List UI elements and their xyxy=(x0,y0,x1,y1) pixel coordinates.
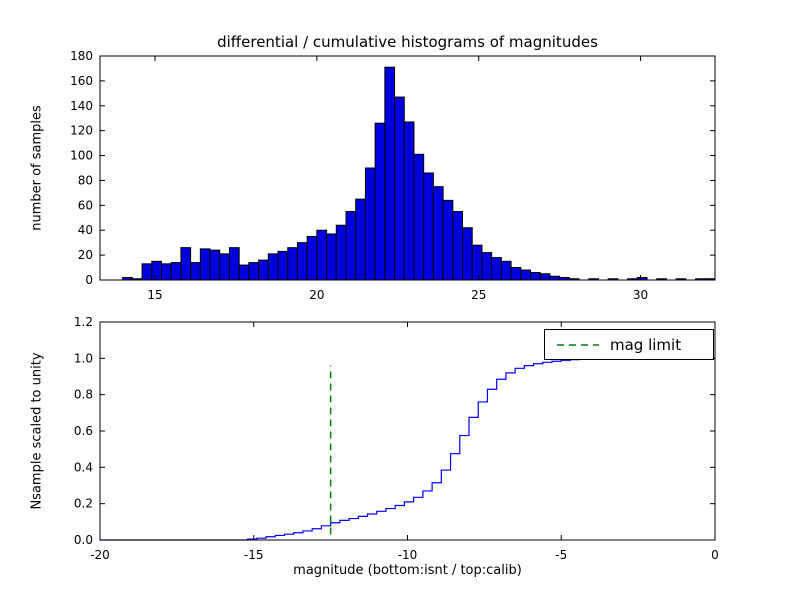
histogram-bar xyxy=(199,248,211,281)
y-tick-label: 1.2 xyxy=(74,315,93,329)
histogram-bar xyxy=(180,247,192,281)
histogram-bar xyxy=(335,224,347,281)
histogram-bar xyxy=(413,153,425,281)
y-tick-label: 0.0 xyxy=(74,533,93,547)
axes-frame xyxy=(99,55,716,281)
histogram-bar xyxy=(161,263,172,281)
y-tick-label: 60 xyxy=(78,198,93,212)
figure-title: differential / cumulative histograms of … xyxy=(217,33,598,51)
histogram-bar xyxy=(530,272,541,281)
y-tick-label: 0.2 xyxy=(74,497,93,511)
histogram-bar xyxy=(510,267,522,281)
histogram-bar xyxy=(219,253,230,281)
x-axis-label: magnitude (bottom:isnt / top:calib) xyxy=(293,563,522,578)
cumulative-histogram: -20 -15 -10 -5 0 0.0 0.2 0.4 0.6 0.8 1.0 1.2 xyxy=(74,315,719,562)
y-tick-label: 0 xyxy=(85,273,93,287)
histogram-bar xyxy=(287,247,298,281)
histogram-bar xyxy=(355,198,366,281)
histogram-bar xyxy=(539,273,551,281)
histogram-bar xyxy=(394,96,405,281)
histogram-bar xyxy=(316,229,328,281)
histogram-bar xyxy=(374,122,386,281)
histogram-bar xyxy=(462,227,473,281)
histogram-bar xyxy=(151,260,163,281)
y-tick-label: 180 xyxy=(70,49,93,63)
histogram-bar xyxy=(471,244,483,281)
histogram-bar xyxy=(364,167,376,281)
x-tick-label: -5 xyxy=(555,548,567,562)
y-tick-label: 1.0 xyxy=(74,351,93,365)
histogram-bar xyxy=(549,275,561,281)
y-tick-label: 120 xyxy=(70,124,93,138)
histogram-bar xyxy=(306,235,318,281)
histogram-bar xyxy=(277,250,289,281)
x-tick-label: -15 xyxy=(244,548,264,562)
y-tick-label: 140 xyxy=(70,99,93,113)
histogram-bar xyxy=(442,199,454,281)
y-tick-label: 0.6 xyxy=(74,424,93,438)
y-tick-label: 80 xyxy=(78,173,93,187)
histogram-bar xyxy=(452,211,464,281)
x-tick-label: 25 xyxy=(471,288,486,302)
histogram-bar xyxy=(481,252,493,281)
y-tick-label: 0.4 xyxy=(74,460,93,474)
histogram-bar xyxy=(228,247,240,281)
histogram-bar xyxy=(170,262,182,281)
histogram-bar xyxy=(491,257,502,281)
x-tick-label: -20 xyxy=(90,548,110,562)
histogram-bar xyxy=(500,260,512,281)
histogram-bar xyxy=(520,269,532,281)
x-tick-label: -10 xyxy=(398,548,418,562)
histogram-bar xyxy=(296,242,308,281)
x-tick-label: 15 xyxy=(147,288,162,302)
x-tick-label: 20 xyxy=(309,288,324,302)
y-tick-label: 20 xyxy=(78,248,93,262)
legend-box: mag limit xyxy=(544,329,714,360)
histogram-bar xyxy=(209,249,221,281)
x-tick-label: 0 xyxy=(711,548,719,562)
y-tick-label: 100 xyxy=(70,149,93,163)
x-tick-label: 30 xyxy=(633,288,648,302)
y-tick-label: 40 xyxy=(78,223,93,237)
histogram-bar xyxy=(384,66,396,281)
histogram-bar xyxy=(238,264,250,281)
histogram-bar xyxy=(267,253,279,281)
histogram-bar xyxy=(403,121,415,281)
dashed-line-icon xyxy=(557,343,599,346)
y-tick-label: 160 xyxy=(70,74,93,88)
histogram-bar xyxy=(423,172,434,281)
histogram-bar xyxy=(248,262,260,281)
legend-label: mag limit xyxy=(610,335,682,354)
histogram-bar xyxy=(326,233,337,281)
histogram-bar xyxy=(141,263,153,281)
histogram-bar xyxy=(258,259,269,281)
differential-histogram: 15 20 25 30 0 20 40 60 80 100 120 140 160 180 xyxy=(70,49,716,302)
histogram-bar xyxy=(190,262,201,281)
cumulative-curve xyxy=(100,357,715,541)
histogram-bar xyxy=(432,186,444,281)
histogram-bar xyxy=(345,211,357,281)
y-tick-label: 0.8 xyxy=(74,388,93,402)
